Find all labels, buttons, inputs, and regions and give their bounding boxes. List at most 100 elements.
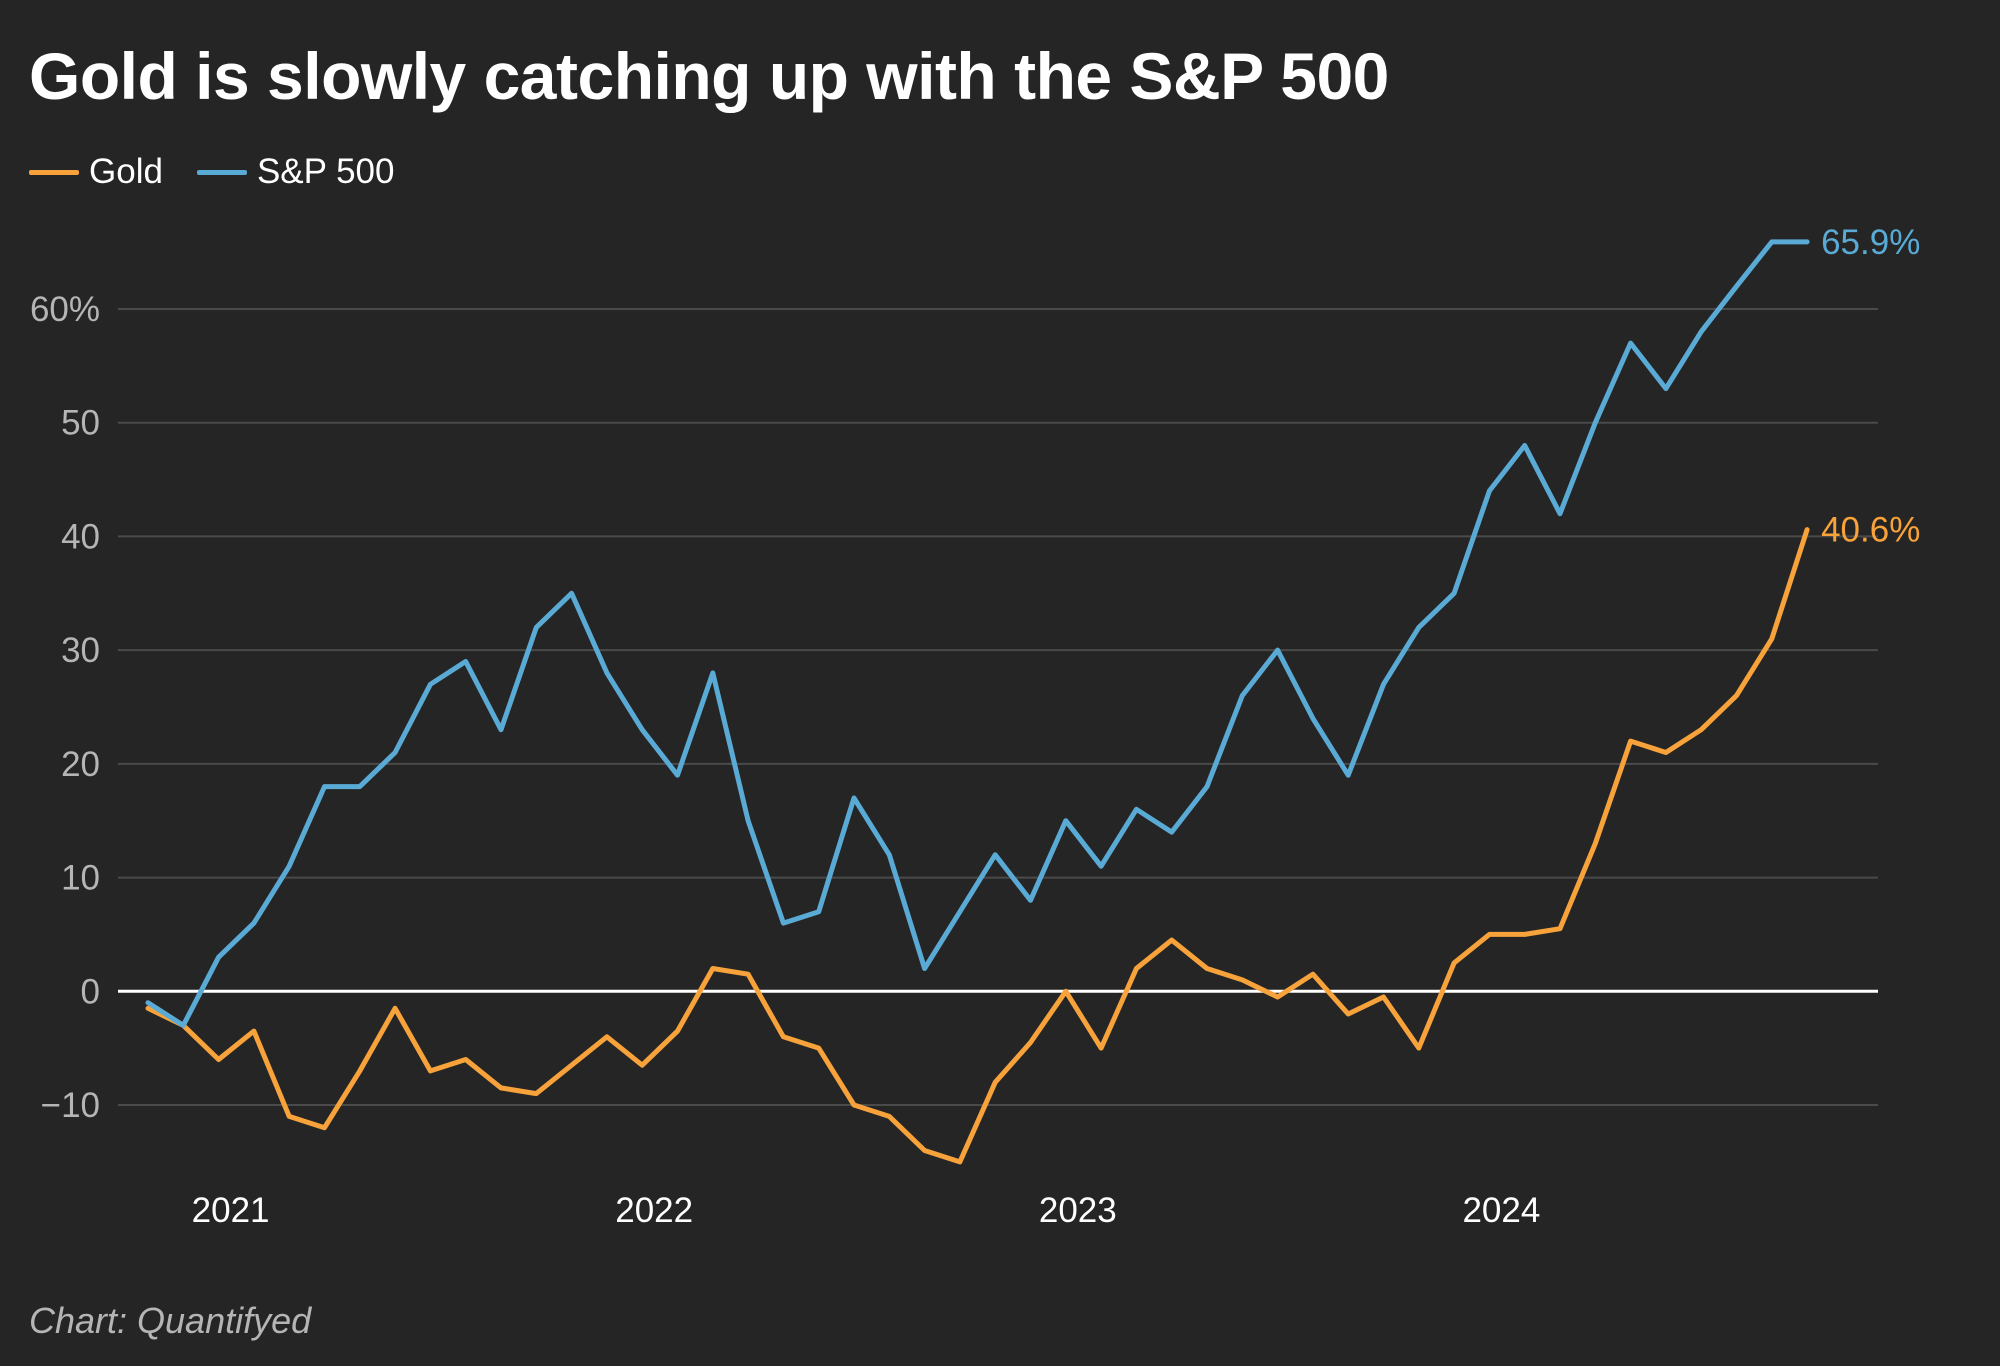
gold-point <box>1240 977 1245 983</box>
gold-point <box>322 1125 327 1130</box>
gold-point <box>640 1063 645 1068</box>
sp500-point <box>357 784 362 789</box>
sp500-point <box>1098 864 1104 869</box>
gold-point <box>1557 926 1563 931</box>
sp500-point <box>216 955 221 960</box>
sp500-point <box>604 670 610 676</box>
legend-swatch-gold <box>29 169 79 175</box>
gold-point <box>1381 994 1386 1000</box>
gold-point <box>145 1006 151 1011</box>
gold-point <box>710 966 715 971</box>
gold-point <box>534 1091 539 1096</box>
sp500-point <box>1381 682 1386 687</box>
y-tick-label: 30 <box>61 631 100 670</box>
gold-point <box>675 1028 680 1034</box>
gold-point <box>569 1063 574 1068</box>
sp500-point <box>1769 239 1775 245</box>
sp500-point <box>1557 511 1563 516</box>
sp500-point <box>251 920 257 926</box>
gold-point <box>498 1085 504 1091</box>
gold-point <box>1734 693 1739 698</box>
gold-point <box>1310 972 1316 977</box>
sp500-point <box>498 727 504 732</box>
sp500-point <box>181 1023 186 1028</box>
gold-point <box>1063 989 1069 994</box>
gold-point <box>1451 960 1457 966</box>
legend-item-gold: Gold <box>29 152 163 192</box>
gold-point <box>1204 966 1210 971</box>
gold-point <box>604 1034 610 1040</box>
sp500-point <box>675 773 680 778</box>
sp500-point <box>781 920 786 926</box>
sp500-point <box>1169 829 1174 835</box>
sp500-point <box>1522 443 1527 448</box>
legend-item-sp500: S&P 500 <box>196 152 394 192</box>
y-tick-label: −10 <box>41 1086 100 1125</box>
gold-point <box>1098 1045 1104 1051</box>
sp500-point <box>322 784 327 789</box>
gold-point <box>1593 841 1598 846</box>
sp500-point <box>1451 591 1457 596</box>
legend-label-gold: Gold <box>89 152 163 191</box>
sp500-point <box>463 659 468 664</box>
sp500-point <box>1204 784 1210 789</box>
x-tick-label: 2024 <box>1462 1191 1540 1230</box>
gold-point <box>1769 636 1775 641</box>
gold-point <box>816 1045 821 1051</box>
gold-point <box>1628 738 1633 744</box>
sp500-point <box>1416 625 1422 630</box>
gold-point <box>357 1068 362 1074</box>
sp500-point <box>1593 420 1598 425</box>
gold-point <box>287 1114 292 1119</box>
sp500-point <box>1663 386 1669 391</box>
sp500-point <box>1134 807 1139 812</box>
chart-source: Chart: Quantifyed <box>29 1300 312 1341</box>
gold-point <box>1028 1040 1033 1045</box>
gold-point <box>1346 1011 1351 1017</box>
end-label-gold: 40.6% <box>1821 511 1920 550</box>
x-tick-label: 2022 <box>615 1191 693 1230</box>
sp500-point <box>534 625 539 630</box>
sp500-point <box>710 670 715 676</box>
sp500-point <box>1346 773 1351 778</box>
gold-point <box>745 972 751 977</box>
sp500-point <box>640 727 645 732</box>
sp500-point <box>569 591 574 596</box>
sp500-point <box>392 750 398 755</box>
gold-point <box>957 1159 963 1165</box>
gold-point <box>851 1102 857 1108</box>
sp500-point <box>145 1000 151 1005</box>
gold-point <box>922 1148 927 1153</box>
sp500-point <box>1275 647 1280 653</box>
sp500-point <box>1699 329 1704 334</box>
gold-point <box>251 1028 257 1034</box>
series-line-sp500 <box>145 239 1810 1028</box>
y-tick-label: 40 <box>61 517 100 556</box>
sp500-point <box>287 864 292 869</box>
gold-point <box>887 1114 892 1119</box>
legend-swatch-sp500 <box>196 169 247 175</box>
sp500-point <box>1628 340 1633 346</box>
sp500-point <box>957 909 963 914</box>
gold-point <box>1487 932 1492 937</box>
y-tick-label: 0 <box>81 972 100 1011</box>
sp500-point <box>993 852 998 857</box>
sp500-point <box>1240 693 1245 698</box>
gold-point <box>1416 1045 1422 1051</box>
y-tick-label: 20 <box>61 745 100 784</box>
y-tick-label: 10 <box>61 859 100 898</box>
sp500-point <box>922 966 927 971</box>
gold-point <box>1663 750 1669 755</box>
series-line-gold <box>145 527 1810 1165</box>
gold-point <box>1699 727 1704 732</box>
sp500-point <box>887 852 892 857</box>
x-tick-label: 2021 <box>192 1191 270 1230</box>
sp500-point <box>1028 898 1033 903</box>
x-tick-label: 2023 <box>1039 1191 1117 1230</box>
sp500-point <box>1063 818 1069 823</box>
gold-point <box>1804 527 1810 532</box>
sp500-point <box>851 795 857 801</box>
sp500-point <box>1310 716 1316 721</box>
chart-title: Gold is slowly catching up with the S&P … <box>29 39 1389 113</box>
